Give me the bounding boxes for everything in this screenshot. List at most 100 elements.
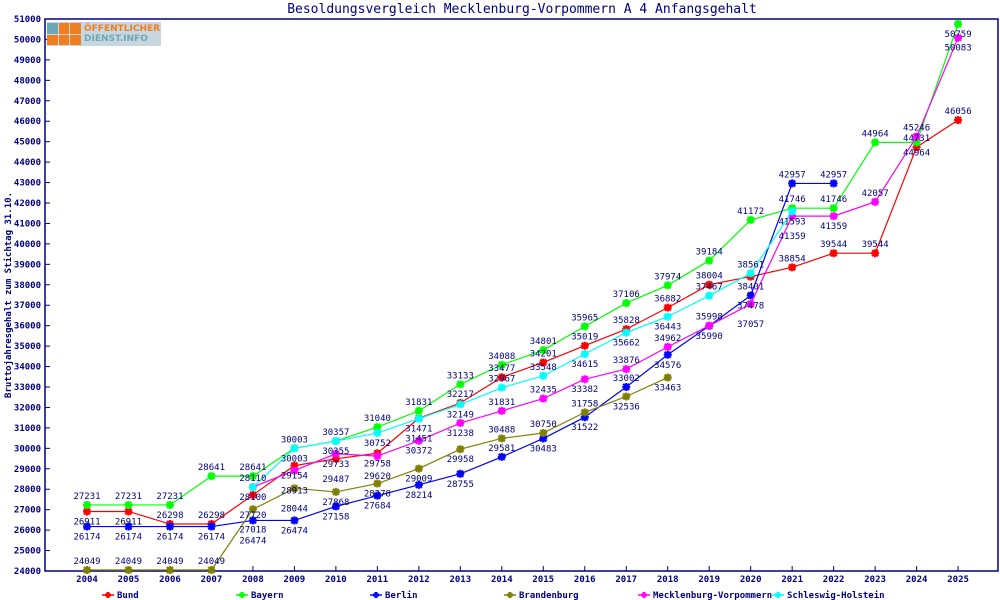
point-marker bbox=[165, 500, 174, 509]
data-point bbox=[705, 256, 714, 265]
legend-item: Bayern bbox=[236, 591, 284, 600]
legend-marker bbox=[641, 592, 647, 598]
point-marker bbox=[788, 179, 797, 188]
point-marker bbox=[622, 365, 631, 374]
data-label: 28755 bbox=[447, 480, 474, 490]
data-point bbox=[622, 328, 631, 337]
data-point bbox=[290, 484, 299, 493]
point-marker bbox=[580, 375, 589, 384]
data-point bbox=[788, 207, 797, 216]
data-label: 27231 bbox=[156, 492, 183, 502]
point-marker bbox=[539, 394, 548, 403]
data-label: 24049 bbox=[115, 557, 142, 567]
data-label: 28913 bbox=[281, 487, 308, 497]
x-tick-label: 2010 bbox=[325, 575, 347, 585]
point-marker bbox=[456, 445, 465, 454]
data-label: 28641 bbox=[198, 463, 225, 473]
point-marker bbox=[705, 321, 714, 330]
data-point bbox=[83, 522, 91, 531]
data-label: 29620 bbox=[364, 472, 391, 482]
y-tick-label: 37000 bbox=[14, 301, 41, 311]
point-marker bbox=[165, 565, 174, 574]
data-point bbox=[663, 342, 672, 351]
y-tick-label: 25000 bbox=[14, 547, 41, 557]
data-point bbox=[580, 341, 589, 350]
data-label: 38401 bbox=[737, 283, 764, 293]
data-label: 41359 bbox=[779, 232, 806, 242]
data-label: 33382 bbox=[571, 385, 598, 395]
legend-label: Schleswig-Holstein bbox=[787, 590, 885, 600]
data-point bbox=[290, 516, 299, 525]
data-label: 46056 bbox=[945, 107, 972, 117]
data-point bbox=[414, 464, 423, 473]
data-point bbox=[539, 358, 548, 367]
point-marker bbox=[331, 449, 340, 458]
data-label: 27231 bbox=[73, 492, 100, 502]
x-tick-label: 2025 bbox=[947, 575, 969, 585]
data-label: 36443 bbox=[654, 323, 681, 333]
data-label: 45246 bbox=[903, 124, 930, 134]
point-marker bbox=[954, 33, 963, 42]
data-label: 41359 bbox=[820, 222, 847, 232]
point-marker bbox=[456, 419, 465, 428]
point-marker bbox=[290, 516, 299, 525]
data-label: 31758 bbox=[571, 399, 598, 409]
point-marker bbox=[456, 469, 465, 478]
data-point bbox=[829, 212, 838, 221]
point-marker bbox=[207, 565, 216, 574]
data-point bbox=[954, 116, 963, 125]
series-line-bund bbox=[87, 119, 959, 525]
data-point bbox=[456, 380, 465, 389]
data-label: 32217 bbox=[447, 390, 474, 400]
y-tick-label: 26000 bbox=[14, 526, 41, 536]
x-tick-label: 2024 bbox=[906, 575, 928, 585]
data-point bbox=[207, 565, 216, 574]
data-point bbox=[83, 500, 91, 509]
data-point bbox=[539, 371, 548, 380]
data-label: 42957 bbox=[820, 170, 847, 180]
point-marker bbox=[373, 452, 382, 461]
point-marker bbox=[83, 522, 91, 531]
data-label: 27684 bbox=[364, 502, 391, 512]
point-marker bbox=[705, 256, 714, 265]
point-marker bbox=[580, 413, 589, 422]
point-marker bbox=[331, 454, 340, 463]
data-label: 35990 bbox=[696, 332, 723, 342]
data-point bbox=[373, 423, 382, 432]
point-marker bbox=[124, 565, 133, 574]
legend-marker bbox=[507, 592, 513, 598]
data-label: 37974 bbox=[654, 272, 681, 282]
point-marker bbox=[705, 280, 714, 289]
point-marker bbox=[663, 303, 672, 312]
data-point bbox=[580, 408, 589, 417]
point-marker bbox=[622, 392, 631, 401]
data-point bbox=[912, 138, 921, 147]
data-point bbox=[248, 472, 257, 481]
point-marker bbox=[622, 328, 631, 337]
data-label: 26474 bbox=[239, 536, 266, 546]
data-label: 32435 bbox=[530, 386, 557, 396]
y-tick-label: 38000 bbox=[14, 281, 41, 291]
x-tick-label: 2013 bbox=[449, 575, 471, 585]
data-point bbox=[746, 291, 755, 300]
series-line-schleswig-holstein bbox=[252, 210, 793, 488]
data-point bbox=[497, 434, 506, 443]
point-marker bbox=[331, 437, 340, 446]
plot-frame bbox=[44, 18, 999, 572]
data-label: 33477 bbox=[488, 364, 515, 374]
data-label: 39184 bbox=[696, 248, 723, 258]
point-marker bbox=[663, 312, 672, 321]
data-label: 37057 bbox=[737, 320, 764, 330]
data-label: 29487 bbox=[322, 475, 349, 485]
point-marker bbox=[414, 480, 423, 489]
data-point bbox=[497, 452, 506, 461]
data-label: 27158 bbox=[322, 512, 349, 522]
data-label: 41746 bbox=[820, 195, 847, 205]
legend-marker bbox=[239, 592, 245, 598]
data-label: 28100 bbox=[239, 493, 266, 503]
point-marker bbox=[414, 436, 423, 445]
point-marker bbox=[746, 215, 755, 224]
y-tick-label: 34000 bbox=[14, 363, 41, 373]
data-label: 34615 bbox=[571, 360, 598, 370]
data-label: 26174 bbox=[115, 533, 142, 543]
